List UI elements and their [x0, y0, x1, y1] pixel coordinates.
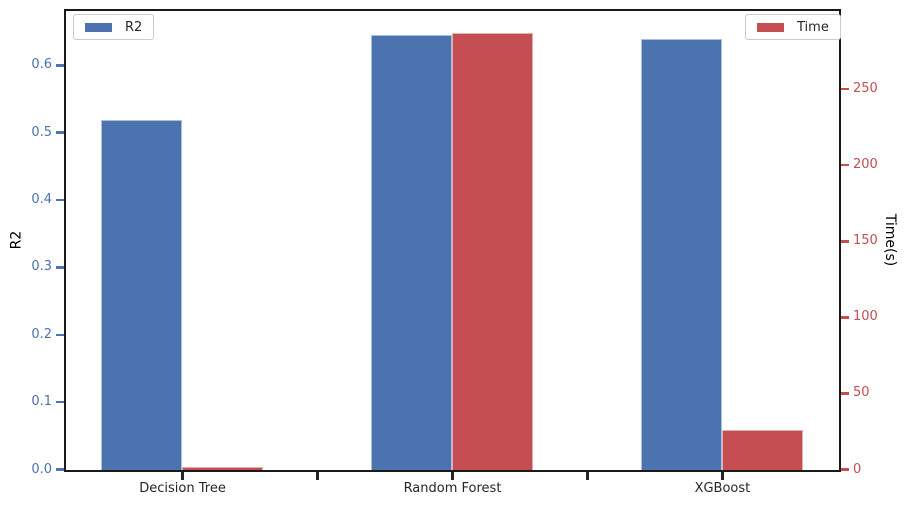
legend-time: Time: [745, 14, 841, 40]
left-ytick-mark: [56, 333, 64, 337]
left-ytick-mark: [56, 400, 64, 404]
left-ytick-label: 0.5: [31, 124, 52, 140]
left-ytick-mark: [56, 198, 64, 202]
xtick-label-random-forest: Random Forest: [403, 481, 502, 496]
bar-r2-decision-tree: [101, 119, 183, 470]
right-ytick-mark: [841, 316, 849, 319]
legend-swatch-time: [757, 22, 784, 32]
right-ytick-mark: [841, 392, 849, 395]
plot-area: [64, 9, 841, 472]
right-ytick-mark: [841, 468, 849, 471]
legend-r2: R2: [73, 14, 155, 40]
left-ytick-mark: [56, 468, 64, 471]
xtick-mark: [586, 472, 589, 480]
bar-time-random-forest: [452, 33, 533, 470]
left-axis-title: R2: [7, 230, 24, 250]
right-ytick-mark: [841, 163, 849, 167]
right-axis-title: Time(s): [882, 213, 899, 267]
right-ytick-mark: [841, 87, 849, 91]
bar-r2-xgboost: [640, 38, 722, 470]
left-ytick-mark: [56, 131, 64, 134]
right-axis-title-wrap: Time(s): [876, 0, 904, 480]
left-ytick-label: 0.0: [31, 461, 52, 477]
right-ytick-label: 100: [853, 309, 878, 325]
right-ytick-mark: [841, 240, 849, 243]
left-ytick-label: 0.6: [31, 57, 52, 73]
right-ytick-label: 50: [853, 385, 870, 401]
left-ytick-label: 0.1: [31, 394, 52, 410]
xtick-label-xgboost: XGBoost: [694, 481, 751, 496]
left-ytick-mark: [56, 266, 64, 269]
right-ytick-label: 250: [853, 81, 878, 97]
left-ytick-label: 0.3: [31, 259, 52, 275]
xtick-mark: [721, 472, 724, 480]
bar-time-xgboost: [721, 430, 803, 470]
xtick-label-decision-tree: Decision Tree: [139, 481, 226, 496]
bar-time-decision-tree: [182, 466, 264, 470]
xtick-mark: [451, 472, 454, 480]
xtick-mark: [181, 472, 184, 480]
left-ytick-mark: [56, 64, 64, 67]
left-axis-title-wrap: R2: [2, 0, 30, 480]
left-ytick-label: 0.4: [31, 192, 52, 208]
legend-label-time: Time: [797, 19, 829, 35]
right-ytick-label: 200: [853, 157, 878, 173]
legend-label-r2: R2: [125, 19, 143, 35]
legend-swatch-r2: [85, 22, 112, 32]
bar-r2-random-forest: [371, 34, 452, 470]
xtick-mark: [316, 472, 319, 480]
left-ytick-label: 0.2: [31, 326, 52, 342]
right-ytick-label: 150: [853, 233, 878, 249]
right-ytick-label: 0: [853, 461, 862, 477]
